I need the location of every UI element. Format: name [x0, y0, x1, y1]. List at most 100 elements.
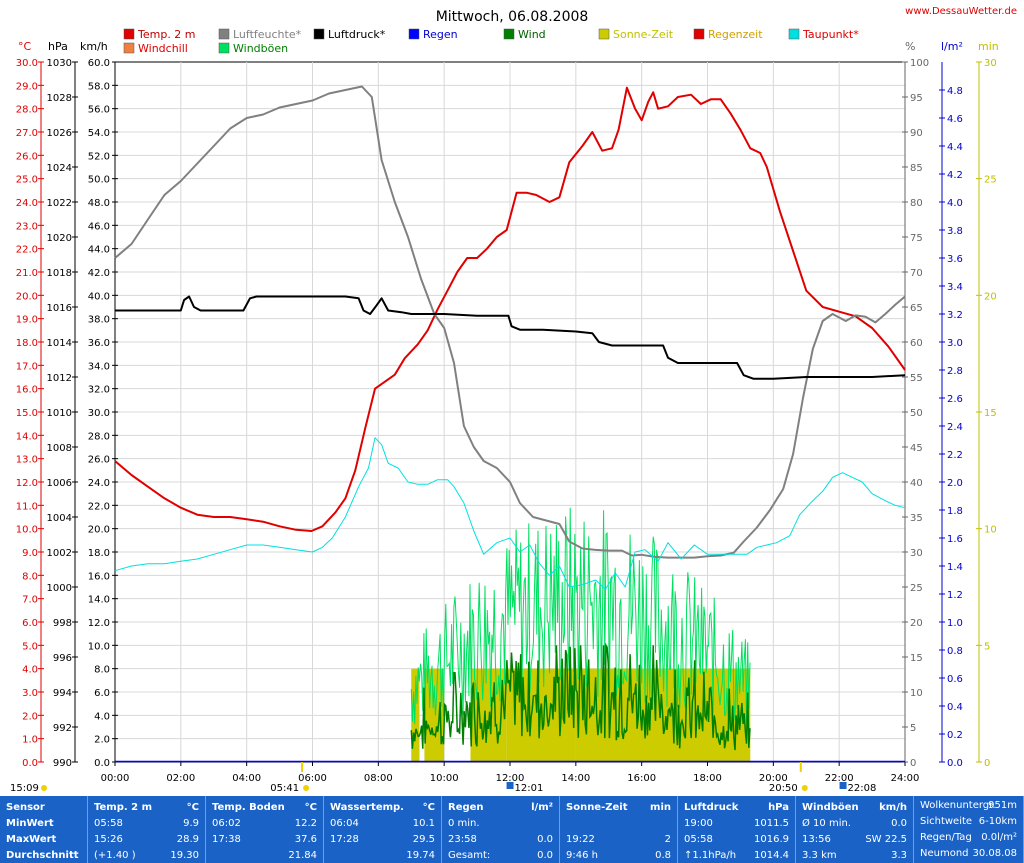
- panel-row: 05:58 9.9: [88, 816, 205, 831]
- rain-axis-tick-label: 4.0: [947, 198, 963, 209]
- panel-cell-value: 1011.5: [754, 818, 789, 829]
- pressure-axis-tick-label: 998: [53, 618, 72, 629]
- panel-row: Ø 10 min. 0.0: [796, 816, 913, 831]
- wind-axis-tick-label: 58.0: [88, 81, 110, 92]
- legend-swatch: [598, 28, 610, 40]
- temp-axis-tick-label: 0.0: [22, 758, 38, 769]
- panel-cell-value: 10.1: [412, 818, 435, 829]
- rain-axis-tick-label: 2.4: [947, 422, 963, 433]
- minutes-unit: min: [978, 40, 999, 53]
- rain-axis-tick-label: 3.8: [947, 226, 963, 237]
- panel-cell-label: 3.3 km: [802, 850, 837, 861]
- panel-column: Temp. Boden °C 06:02 12.2 17:38 37.6 21.84: [206, 796, 324, 863]
- panel-row-label: MinWert: [6, 818, 54, 829]
- axis-units: °C hPa km/h% l/m² min: [18, 40, 999, 53]
- panel-row: 06:04 10.1: [324, 816, 441, 831]
- panel-cell-label: 05:58: [684, 834, 713, 845]
- panel-column: Sensor MinWert MaxWert Durchschnitt: [0, 796, 88, 863]
- panel-row-label: MaxWert: [6, 834, 57, 845]
- panel-header: Temp. Boden °C: [206, 800, 323, 815]
- panel-cell-label: Regen/Tag: [920, 832, 972, 843]
- panel-cell-label: Neumond: [920, 848, 969, 859]
- panel-cell-value: 2: [664, 834, 671, 845]
- panel-column: Wolkenuntergr. 951m Sichtweite 6-10km Regen/…: [914, 796, 1024, 863]
- sun-icon: [41, 785, 47, 791]
- panel-cell-value: 1014.4: [754, 850, 789, 861]
- panel-cell-label: ↑1.1hPa/h: [684, 850, 737, 861]
- panel-cell-value: 951m: [988, 800, 1017, 811]
- wind-axis-tick-label: 6.0: [94, 688, 110, 699]
- humidity-axis-tick-label: 25: [910, 583, 923, 594]
- humidity-axis-tick-label: 65: [910, 303, 923, 314]
- legend-label: Luftfeuchte*: [233, 28, 302, 41]
- moonset-icon: [506, 782, 514, 789]
- wind-axis-tick-label: 2.0: [94, 735, 110, 746]
- wind-series: [410, 642, 751, 751]
- pressure-axis-tick-label: 1030: [47, 58, 72, 69]
- series-luftfeuchte-: [114, 85, 906, 559]
- panel-cell-value: 0.8: [655, 850, 671, 861]
- panel-cell-label: (+1.40 ): [94, 850, 136, 861]
- panel-cell-label: 23:58: [448, 834, 477, 845]
- panel-cell-value: 6-10km: [978, 816, 1017, 827]
- humidity-axis-tick-label: 70: [910, 268, 923, 279]
- site-link[interactable]: www.DessauWetter.de: [905, 6, 1017, 17]
- legend-label: Luftdruck*: [328, 28, 386, 41]
- temp-axis-tick-label: 13.0: [16, 455, 38, 466]
- rain-axis-tick-label: 3.0: [947, 338, 963, 349]
- panel-row: Regen/Tag 0.0l/m²: [914, 830, 1023, 845]
- wind-axis-tick-label: 30.0: [88, 408, 110, 419]
- panel-row: Neumond 30.08.08: [914, 846, 1023, 861]
- legend-swatch: [123, 42, 135, 54]
- pressure-axis-tick-label: 1018: [47, 268, 72, 279]
- panel-header-unit: hPa: [768, 802, 789, 813]
- humidity-axis-tick-label: 75: [910, 233, 923, 244]
- pressure-axis-tick-label: 1004: [47, 513, 72, 524]
- pressure-axis-tick-label: 1028: [47, 93, 72, 104]
- panel-header-label: Windböen: [802, 802, 859, 813]
- pressure-axis-tick-label: 992: [53, 723, 72, 734]
- wind-axis-tick-label: 0.0: [94, 758, 110, 769]
- pressure-axis-tick-label: 1026: [47, 128, 72, 139]
- sunset-label: 20:50: [769, 783, 798, 794]
- panel-header-unit: °C: [422, 802, 435, 813]
- rain-axis-tick-label: 0.0: [947, 758, 963, 769]
- legend-swatch: [408, 28, 420, 40]
- rain-axis-tick-label: 2.8: [947, 366, 963, 377]
- temp-axis-tick-label: 4.0: [22, 665, 38, 676]
- panel-row: 19:22 2: [560, 832, 677, 847]
- legend-swatch: [313, 28, 325, 40]
- temp-axis-tick-label: 21.0: [16, 268, 38, 279]
- panel-header: Windböen km/h: [796, 800, 913, 815]
- legend-label: Windchill: [138, 42, 188, 55]
- x-axis: 00:00 02:00 04:00 06:00 08:00 10:00 12:00 14:00…: [101, 762, 920, 784]
- panel-row: Gesamt: 0.0: [442, 848, 559, 863]
- pressure-axis-tick-label: 1024: [47, 163, 72, 174]
- panel-row: 0 min.: [442, 816, 559, 831]
- wind-axis-tick-label: 40.0: [88, 291, 110, 302]
- wind-axis-tick-label: 12.0: [88, 618, 110, 629]
- wind-axis-tick-label: 46.0: [88, 221, 110, 232]
- panel-row: 23:58 0.0: [442, 832, 559, 847]
- series-lines: [114, 85, 906, 763]
- pressure-axis-tick-label: 1006: [47, 478, 72, 489]
- humidity-axis-tick-label: 100: [910, 58, 929, 69]
- weather-chart: Mittwoch, 06.08.2008 www.DessauWetter.de…: [10, 6, 1017, 794]
- panel-row: ↑1.1hPa/h 1014.4: [678, 848, 795, 863]
- temp-axis-tick-label: 25.0: [16, 175, 38, 186]
- x-tick-label: 24:00: [891, 773, 920, 784]
- series-temp-2-m: [114, 86, 906, 532]
- panel-cell-value: 3.3: [891, 850, 907, 861]
- legend-label: Windböen: [233, 42, 288, 55]
- pressure-axis-tick-label: 1010: [47, 408, 72, 419]
- humidity-axis-tick-label: 10: [910, 688, 923, 699]
- panel-cell-label: 06:02: [212, 818, 241, 829]
- wind-unit: km/h: [80, 40, 108, 53]
- panel-header-label: Sonne-Zeit: [566, 802, 628, 813]
- humidity-axis-tick-label: 20: [910, 618, 923, 629]
- series-taupunkt-: [114, 437, 906, 590]
- wind-axis-tick-label: 52.0: [88, 151, 110, 162]
- moonrise-label: 22:08: [848, 783, 877, 794]
- panel-row: MinWert: [0, 816, 87, 831]
- panel-column: Temp. 2 m °C 05:58 9.9 15:26 28.9 (+1.40 ) 19.3…: [88, 796, 206, 863]
